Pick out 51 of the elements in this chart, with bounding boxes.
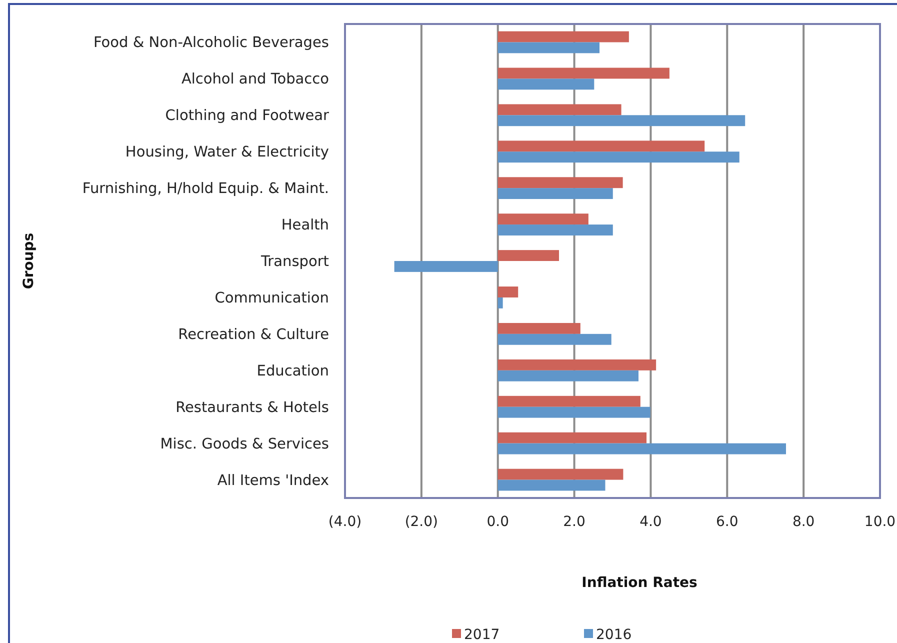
bar	[498, 42, 600, 54]
bar	[498, 406, 650, 418]
bar	[498, 68, 670, 79]
x-tick-label: 10.0	[864, 514, 896, 530]
legend-label: 2017	[464, 627, 500, 643]
y-tick-label: Food & Non-Alcoholic Beverages	[93, 35, 329, 52]
bar	[498, 396, 640, 407]
y-tick-label: Education	[256, 363, 329, 380]
bar	[498, 140, 705, 152]
x-axis-title: Inflation Rates	[582, 575, 698, 591]
bar	[498, 31, 629, 42]
x-tick-label: 0.0	[486, 514, 509, 530]
bar	[498, 468, 624, 480]
y-tick-label: Recreation & Culture	[178, 326, 330, 343]
bar	[498, 359, 656, 370]
y-tick-label: Restaurants & Hotels	[176, 400, 329, 416]
x-tick-label: 8.0	[792, 514, 815, 530]
y-axis-title: Groups	[21, 232, 37, 290]
x-tick-label: (2.0)	[404, 514, 438, 530]
bar	[498, 334, 612, 345]
bar	[498, 370, 638, 382]
bar	[498, 78, 594, 90]
y-tick-label: All Items 'Index	[217, 472, 330, 489]
y-tick-label: Communication	[214, 290, 329, 306]
bar	[498, 432, 647, 444]
bar	[498, 115, 746, 126]
x-tick-label: 4.0	[640, 514, 662, 530]
bar	[498, 443, 786, 454]
bar	[394, 261, 498, 272]
bar	[498, 104, 622, 116]
y-tick-label: Misc. Goods & Services	[160, 436, 329, 452]
bar	[498, 152, 740, 163]
bar	[498, 480, 606, 491]
bar	[498, 250, 559, 261]
y-tick-label: Furnishing, H/hold Equip. & Maint.	[82, 181, 329, 198]
x-tick-label: (4.0)	[328, 514, 362, 530]
bar	[498, 322, 580, 334]
x-tick-label: 2.0	[563, 514, 586, 530]
y-tick-label: Health	[281, 218, 329, 234]
x-tick-label: 6.0	[716, 514, 738, 530]
bar	[498, 177, 623, 188]
y-tick-label: Alcohol and Tobacco	[181, 72, 330, 88]
y-tick-label: Clothing and Footwear	[165, 108, 330, 124]
bar	[498, 188, 613, 200]
legend-label: 2016	[596, 627, 632, 643]
bar	[498, 214, 588, 225]
bar	[498, 224, 613, 236]
bar	[498, 297, 503, 308]
y-tick-label: Housing, Water & Electricity	[125, 144, 330, 161]
y-tick-label: Transport	[260, 254, 330, 270]
bar	[498, 286, 518, 298]
